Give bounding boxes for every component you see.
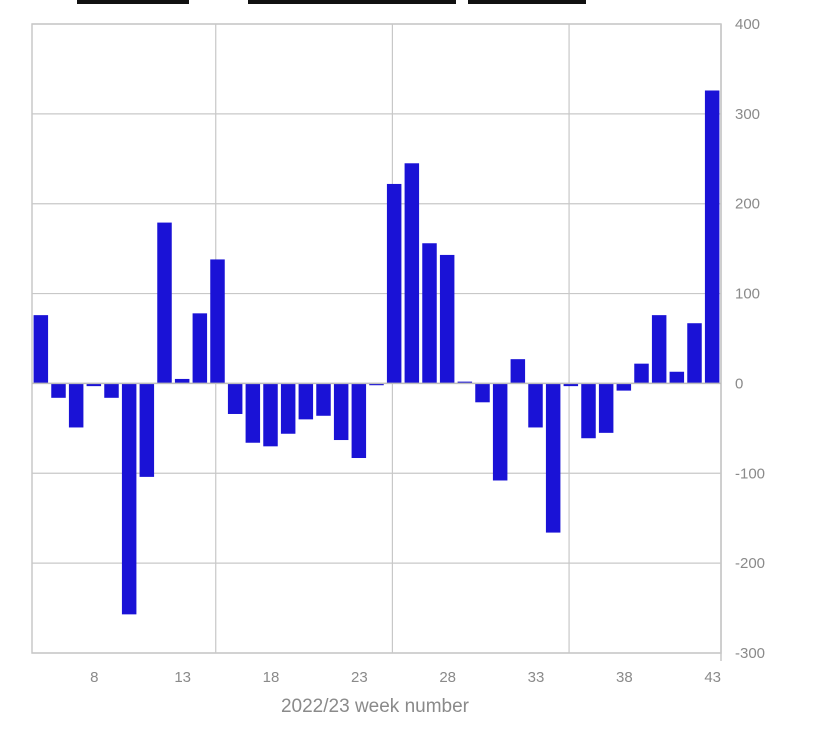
y-tick-label: -100 (735, 465, 765, 482)
x-tick-label: 8 (90, 669, 98, 686)
x-tick-label: 33 (528, 669, 545, 686)
bar-week-38 (616, 383, 632, 391)
bar-week-34 (545, 383, 561, 533)
bar-week-16 (227, 383, 243, 414)
bar-week-22 (333, 383, 349, 441)
x-tick-label: 18 (263, 669, 280, 686)
bar-week-32 (510, 359, 526, 384)
bar-week-20 (298, 383, 314, 420)
bar-week-29 (457, 381, 473, 384)
x-tick-label: 13 (174, 669, 191, 686)
bar-week-24 (369, 383, 384, 386)
y-tick-label: 0 (735, 375, 743, 392)
bar-week-17 (245, 383, 261, 443)
y-tick-label: 100 (735, 286, 760, 303)
bar-week-33 (528, 383, 543, 428)
bar-week-5 (33, 315, 49, 384)
x-axis-title: 2022/23 week number (281, 696, 470, 717)
bar-week-36 (581, 383, 596, 439)
bar-week-9 (104, 383, 119, 398)
bar-week-12 (157, 222, 172, 384)
bar-week-21 (316, 383, 331, 416)
bar-week-39 (634, 363, 649, 384)
y-tick-label: -200 (735, 555, 765, 572)
y-axis-tick-labels: 400 300 200 100 0 -100 -200 -300 (735, 16, 765, 662)
bar-week-43 (704, 90, 720, 384)
bar-week-8 (86, 383, 102, 387)
clipped-title-fragment (77, 0, 586, 4)
x-tick-label: 38 (616, 669, 633, 686)
bar-week-15 (210, 259, 225, 384)
bar-week-25 (386, 183, 402, 384)
title-mark-1 (77, 0, 189, 4)
bar-week-14 (192, 313, 208, 384)
bar-week-35 (563, 383, 579, 387)
bar-week-7 (68, 383, 84, 428)
bar-week-40 (651, 315, 667, 384)
y-tick-label: 400 (735, 16, 760, 33)
bar-week-37 (598, 383, 614, 433)
y-tick-label: 300 (735, 106, 760, 123)
bar-week-13 (174, 378, 190, 384)
title-mark-2 (248, 0, 456, 4)
bar-week-28 (439, 254, 455, 384)
bar-week-27 (422, 243, 437, 384)
x-tick-label: 43 (704, 669, 721, 686)
y-tick-label: 200 (735, 196, 760, 213)
bar-series (33, 90, 720, 615)
bar-week-11 (139, 383, 155, 477)
title-mark-3 (468, 0, 586, 4)
bar-week-26 (404, 163, 420, 384)
x-tick-label: 23 (351, 669, 368, 686)
bar-week-30 (475, 383, 490, 403)
x-tick-label: 28 (439, 669, 456, 686)
y-tick-label: -300 (735, 645, 765, 662)
bar-week-19 (280, 383, 296, 434)
bar-week-6 (51, 383, 66, 398)
bar-week-41 (669, 371, 685, 384)
bar-week-42 (687, 323, 702, 384)
bar-week-31 (492, 383, 508, 481)
bar-week-10 (121, 383, 137, 615)
bar-week-23 (351, 383, 367, 459)
x-axis-tick-labels: 8 13 18 23 28 33 38 43 (90, 669, 721, 686)
bar-week-18 (263, 383, 278, 447)
